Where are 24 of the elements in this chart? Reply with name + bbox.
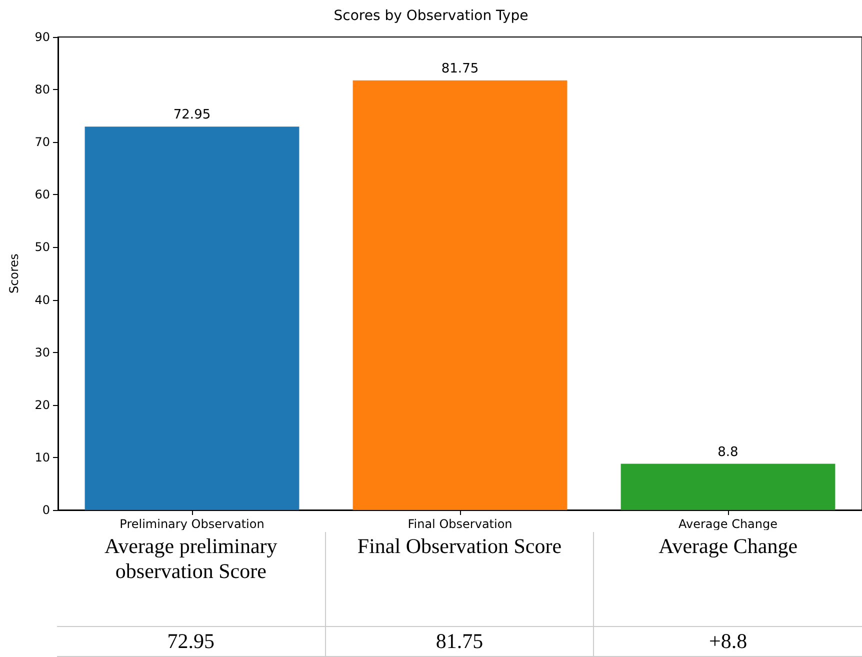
y-axis-title: Scores (7, 254, 21, 294)
bar (620, 464, 836, 510)
x-tick-label: Final Observation (408, 517, 512, 531)
y-tick-label: 40 (34, 292, 50, 307)
bar (84, 126, 300, 510)
text: 72.95 (57, 626, 326, 656)
y-tick-label: 60 (34, 188, 50, 202)
y-tick-label: 20 (34, 398, 50, 412)
y-tick-label: 80 (34, 82, 50, 97)
data-label: 81.75 (441, 61, 479, 76)
data-label: 72.95 (173, 108, 211, 123)
text: Average preliminary observation Score (57, 532, 326, 626)
y-tick-label: 0 (42, 503, 50, 517)
y-tick-label: 10 (34, 450, 50, 464)
bar (352, 80, 568, 510)
y-tick-label: 30 (34, 345, 50, 360)
y-tick-label: 70 (34, 135, 50, 150)
chart-title: Scores by Observation Type (334, 8, 528, 24)
text: 81.75 (325, 626, 594, 656)
y-tick-label: 90 (34, 30, 50, 44)
y-tick-label: 50 (34, 240, 50, 254)
text: Final Observation Score (325, 532, 594, 626)
data-label: 8.8 (718, 444, 738, 460)
text: +8.8 (594, 626, 862, 656)
